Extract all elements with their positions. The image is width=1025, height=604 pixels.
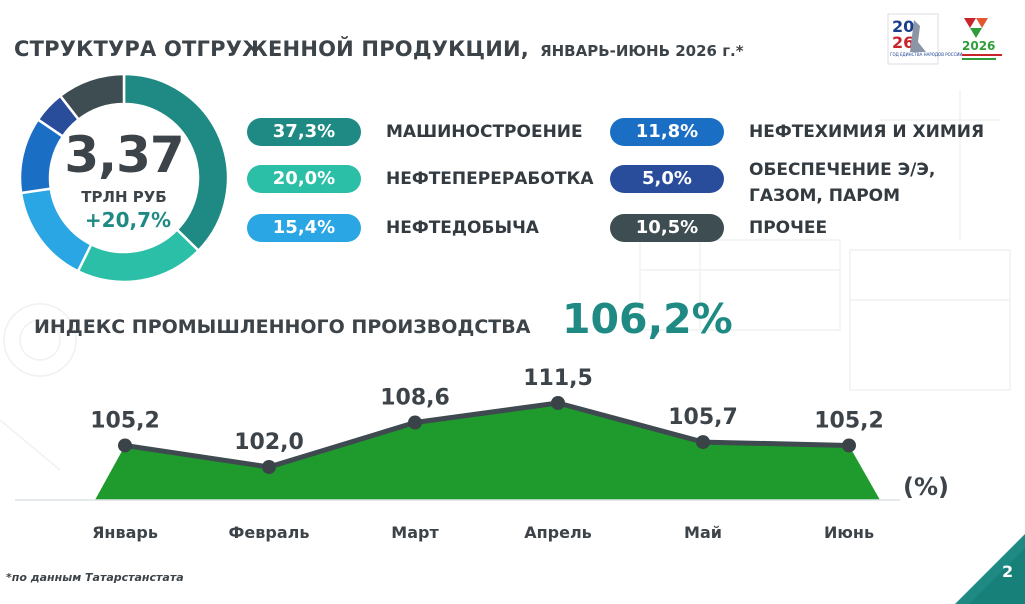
data-point-5 bbox=[842, 438, 856, 453]
series-line bbox=[124, 400, 850, 470]
data-label-0: 105,2 bbox=[90, 408, 160, 433]
page-title: СТРУКТУРА ОТГРУЖЕННОЙ ПРОДУКЦИИ, ЯНВАРЬ-… bbox=[14, 26, 744, 64]
legend-label: НЕФТЕДОБЫЧА bbox=[386, 218, 539, 238]
legend-label: НЕФТЕПЕРЕРАБОТКА bbox=[386, 169, 594, 189]
donut-center: 3,37 ТРЛН РУБ +20,7% bbox=[18, 72, 230, 284]
logo-year: 2026 bbox=[962, 39, 995, 53]
data-label-2: 108,6 bbox=[380, 386, 450, 411]
corner-decoration bbox=[955, 534, 1025, 604]
donut-slice-5 bbox=[58, 72, 126, 122]
logo-caption: ГОД ЕДИНСТВА НАРОДОВ РОССИИ bbox=[890, 52, 962, 57]
donut-chart: 3,37 ТРЛН РУБ +20,7% bbox=[18, 72, 230, 284]
x-tick-label-4: Май bbox=[684, 523, 722, 542]
legend-label: НЕФТЕХИМИЯ И ХИМИЯ bbox=[749, 122, 985, 142]
x-tick-label-3: Апрель bbox=[524, 523, 592, 542]
logo-year-top: 20 bbox=[892, 17, 914, 36]
logos: 20 26 ГОД ЕДИНСТВА НАРОДОВ РОССИИ 2026 bbox=[887, 13, 1002, 65]
anniversary-logo: 2026 bbox=[962, 18, 1002, 60]
data-point-4 bbox=[696, 435, 710, 450]
growth-value: +20,7% bbox=[84, 208, 172, 232]
unit-label: (%) bbox=[903, 473, 949, 501]
title-period: ЯНВАРЬ-ИЮНЬ 2026 г.* bbox=[540, 42, 744, 60]
total-unit: ТРЛН РУБ bbox=[81, 188, 167, 206]
page-number: 2 bbox=[1002, 562, 1014, 581]
title-main: СТРУКТУРА ОТГРУЖЕННОЙ ПРОДУКЦИИ, bbox=[14, 37, 529, 61]
legend-value: 11,8% bbox=[610, 118, 724, 146]
data-point-1 bbox=[262, 460, 276, 474]
index-value: 106,2% bbox=[562, 295, 733, 343]
legend-value: 5,0% bbox=[610, 165, 724, 193]
legend-label: МАШИНОСТРОЕНИЕ bbox=[386, 122, 583, 142]
data-label-5: 105,2 bbox=[814, 408, 884, 433]
area-fill bbox=[95, 403, 880, 500]
data-label-1: 102,0 bbox=[234, 430, 304, 455]
legend-value: 15,4% bbox=[247, 214, 361, 242]
data-point-0 bbox=[118, 438, 132, 453]
x-tick-label-5: Июнь bbox=[824, 523, 874, 542]
total-value: 3,37 bbox=[64, 126, 184, 184]
year-of-unity-logo: 20 26 ГОД ЕДИНСТВА НАРОДОВ РОССИИ bbox=[887, 13, 962, 65]
data-label-3: 111,5 bbox=[523, 366, 593, 391]
x-tick-label-2: Март bbox=[391, 523, 439, 542]
legend-label: ОБЕСПЕЧЕНИЕ Э/Э, ГАЗОМ, ПАРОМ bbox=[749, 160, 936, 206]
donut-chart-svg bbox=[18, 72, 230, 284]
legend-label: ПРОЧЕЕ bbox=[749, 218, 828, 238]
x-tick-label-1: Февраль bbox=[229, 523, 310, 542]
footnote: *по данным Татарстанстата bbox=[6, 571, 184, 584]
data-point-3 bbox=[551, 396, 565, 410]
data-point-2 bbox=[408, 415, 422, 430]
logo-year-bottom: 26 bbox=[892, 33, 914, 52]
index-title: ИНДЕКС ПРОМЫШЛЕННОГО ПРОИЗВОДСТВА bbox=[34, 316, 531, 338]
legend-value: 37,3% bbox=[247, 118, 361, 146]
x-tick-label-0: Январь bbox=[92, 523, 158, 542]
legend-value: 10,5% bbox=[610, 214, 724, 242]
data-label-4: 105,7 bbox=[668, 405, 738, 430]
legend-value: 20,0% bbox=[247, 165, 361, 193]
